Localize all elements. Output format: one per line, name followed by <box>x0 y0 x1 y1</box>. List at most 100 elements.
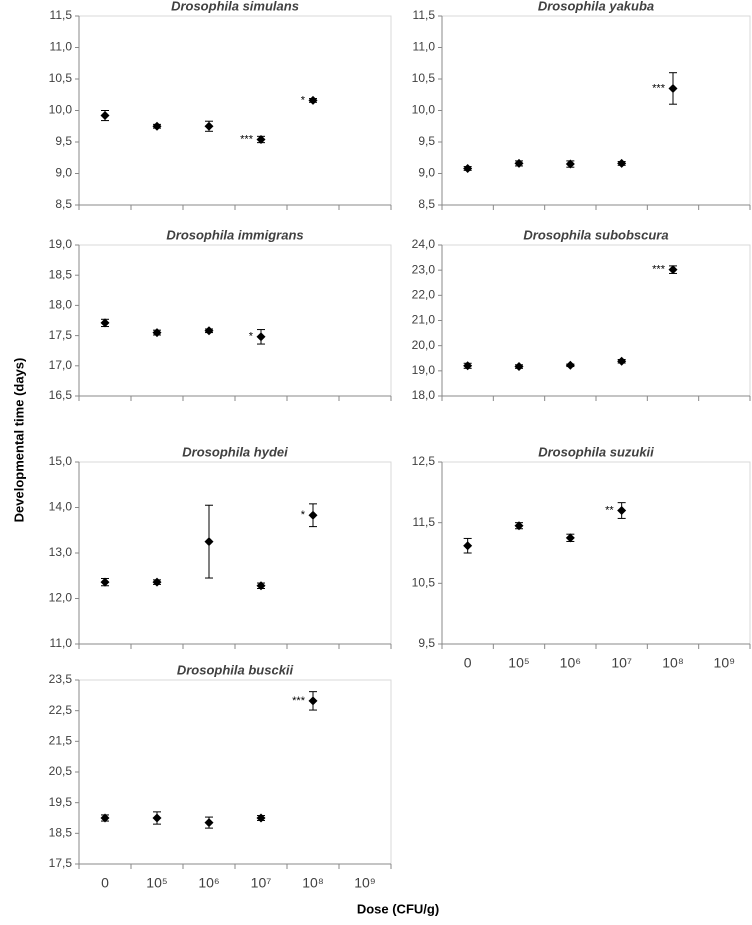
y-tick-label: 8,5 <box>418 197 435 211</box>
panel-title: Drosophila suzukii <box>538 444 654 459</box>
data-point <box>152 328 162 338</box>
data-point <box>514 158 524 168</box>
significance-label: * <box>301 94 306 106</box>
y-tick-label: 20,5 <box>49 764 73 778</box>
y-tick-label: 10,0 <box>49 103 73 117</box>
plot-frame <box>78 679 392 865</box>
significance-label: *** <box>652 82 666 94</box>
y-tick-label: 21,5 <box>49 734 73 748</box>
y-tick-label: 10,5 <box>412 71 436 85</box>
x-tick-label: 0 <box>101 875 109 891</box>
data-point <box>100 318 110 328</box>
plot-frame <box>441 244 751 397</box>
data-point <box>514 362 524 372</box>
y-tick-label: 10,5 <box>412 576 436 590</box>
data-point <box>463 361 473 371</box>
panel-title: Drosophila yakuba <box>538 0 654 13</box>
data-point <box>204 326 214 336</box>
x-tick-label: 10⁷ <box>611 655 632 671</box>
x-tick-label: 0 <box>464 655 472 671</box>
data-point <box>463 541 473 551</box>
y-tick-label: 19,5 <box>49 795 73 809</box>
y-tick-label: 22,5 <box>49 703 73 717</box>
data-point <box>152 813 162 823</box>
x-tick-label: 10⁵ <box>508 655 529 671</box>
plot-frame <box>441 15 751 206</box>
data-point <box>565 159 575 169</box>
data-point <box>514 521 524 531</box>
y-tick-label: 11,0 <box>50 40 73 54</box>
data-point <box>204 537 214 547</box>
y-tick-label: 9,5 <box>418 134 435 148</box>
plot-frame <box>78 244 392 397</box>
significance-label: *** <box>240 133 254 145</box>
y-tick-label: 24,0 <box>412 237 436 251</box>
data-point <box>152 121 162 131</box>
x-tick-label: 10⁶ <box>198 875 219 891</box>
data-point <box>308 696 318 706</box>
panel-title: Drosophila immigrans <box>166 227 303 242</box>
y-tick-label: 12,5 <box>412 454 436 468</box>
data-point <box>617 158 627 168</box>
y-tick-label: 17,5 <box>49 856 73 870</box>
panel-title: Drosophila busckii <box>177 662 294 677</box>
y-tick-label: 9,0 <box>418 166 435 180</box>
data-point <box>256 332 266 342</box>
x-tick-label: 10⁹ <box>714 655 736 671</box>
y-tick-label: 9,5 <box>418 636 435 650</box>
data-point <box>463 163 473 173</box>
data-point <box>152 577 162 587</box>
data-point <box>617 506 627 516</box>
significance-label: ** <box>605 504 614 516</box>
y-tick-label: 20,0 <box>412 338 436 352</box>
data-point <box>308 510 318 520</box>
data-point <box>204 818 214 828</box>
x-tick-label: 10⁸ <box>662 655 684 671</box>
y-tick-label: 17,0 <box>49 358 73 372</box>
y-tick-label: 16,5 <box>49 388 73 402</box>
y-tick-label: 17,5 <box>49 328 73 342</box>
y-tick-label: 21,0 <box>412 313 436 327</box>
y-tick-label: 15,0 <box>49 454 73 468</box>
significance-label: * <box>249 331 254 343</box>
data-point <box>204 121 214 131</box>
y-tick-label: 14,0 <box>49 500 73 514</box>
y-tick-label: 23,5 <box>49 672 73 686</box>
y-tick-label: 10,0 <box>412 103 436 117</box>
plot-frame <box>78 15 392 206</box>
x-tick-label: 10⁵ <box>146 875 167 891</box>
y-tick-label: 23,0 <box>412 262 436 276</box>
y-tick-label: 19,0 <box>49 237 73 251</box>
data-point <box>308 95 318 105</box>
y-tick-label: 12,0 <box>49 591 73 605</box>
y-tick-label: 22,0 <box>412 288 436 302</box>
x-tick-label: 10⁸ <box>302 875 324 891</box>
panel-title: Drosophila hydei <box>182 444 288 459</box>
y-tick-label: 10,5 <box>49 71 73 85</box>
data-point <box>256 134 266 144</box>
data-point <box>100 111 110 121</box>
significance-label: * <box>301 509 306 521</box>
significance-label: *** <box>652 264 666 276</box>
plot-frame <box>441 461 751 645</box>
data-point <box>617 356 627 366</box>
y-tick-label: 8,5 <box>55 197 72 211</box>
data-point <box>256 581 266 591</box>
plot-frame <box>78 461 392 645</box>
y-tick-label: 19,0 <box>412 363 436 377</box>
y-tick-label: 11,0 <box>50 636 73 650</box>
data-point <box>565 360 575 370</box>
y-tick-label: 11,0 <box>413 40 436 54</box>
y-tick-label: 18,5 <box>49 267 73 281</box>
data-point <box>100 577 110 587</box>
y-axis-label: Developmental time (days) <box>11 358 26 523</box>
data-point <box>668 265 678 275</box>
x-tick-label: 10⁶ <box>560 655 581 671</box>
y-tick-label: 18,0 <box>412 388 436 402</box>
y-tick-label: 18,5 <box>49 826 73 840</box>
y-tick-label: 11,5 <box>413 8 436 22</box>
y-tick-label: 9,0 <box>55 166 72 180</box>
x-tick-label: 10⁷ <box>251 875 272 891</box>
y-tick-label: 11,5 <box>50 8 73 22</box>
x-tick-label: 10⁹ <box>354 875 376 891</box>
